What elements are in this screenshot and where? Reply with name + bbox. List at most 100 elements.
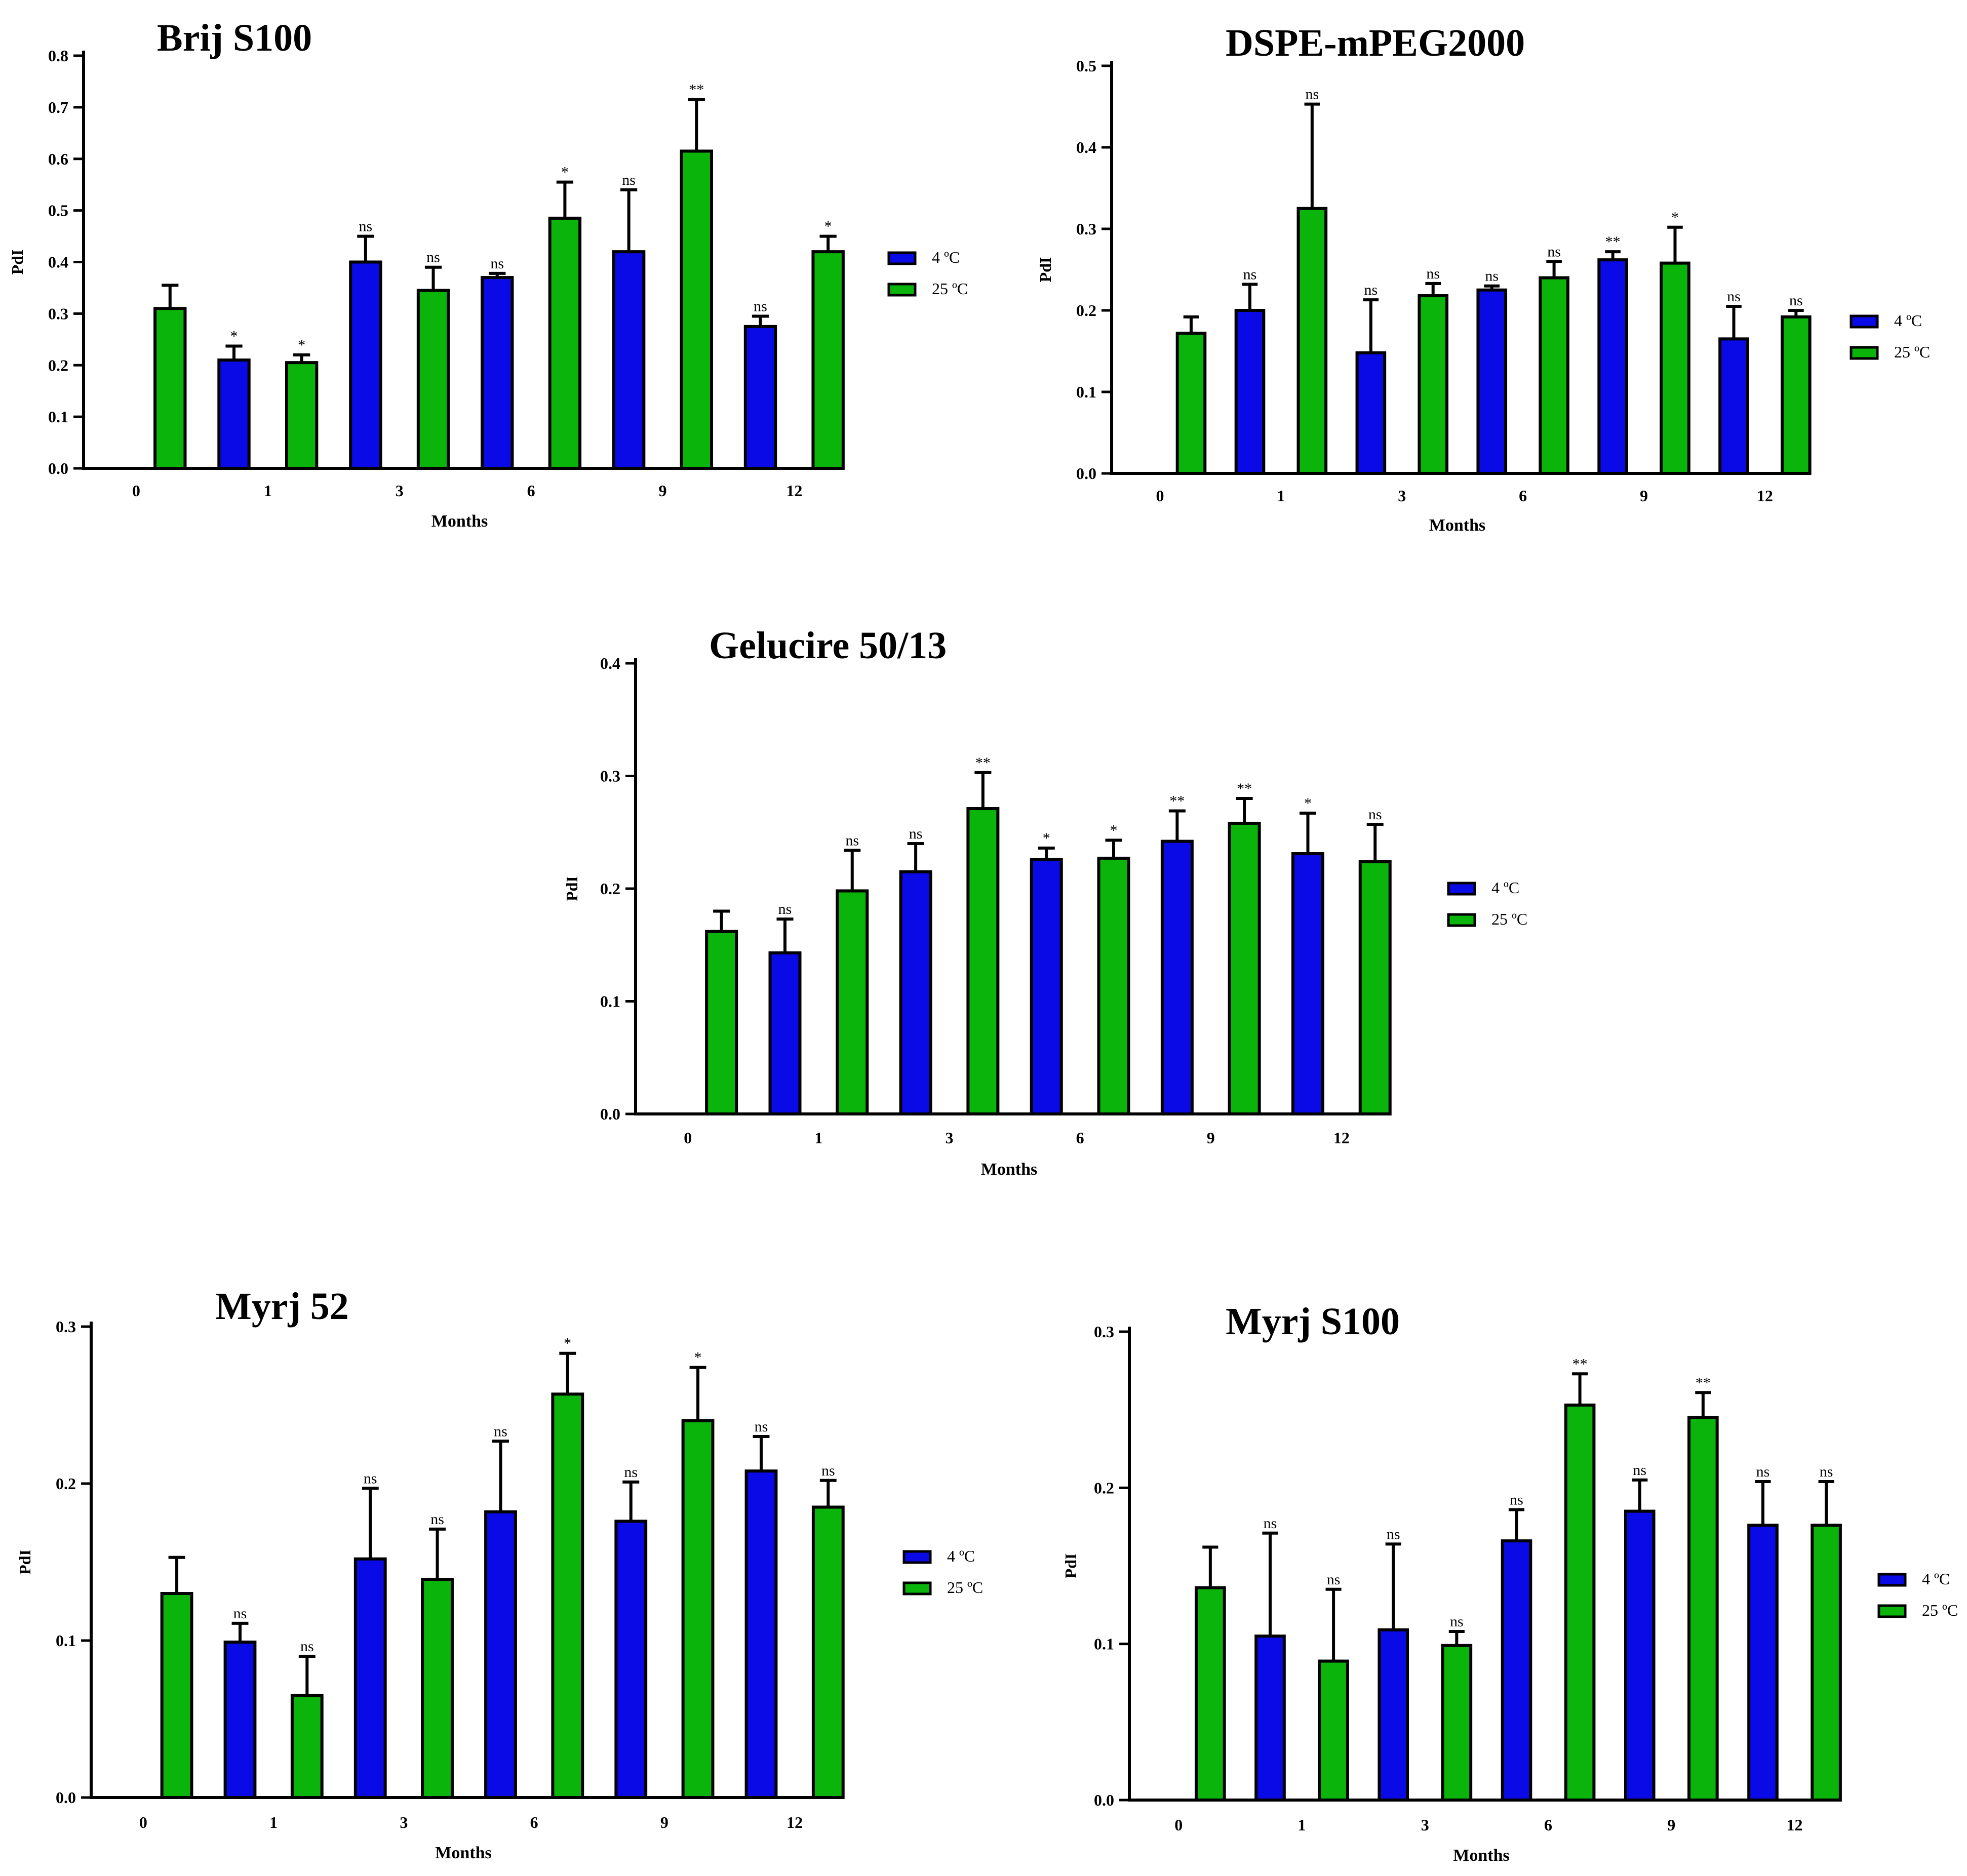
y-tick-label: 0.5 [48,202,68,220]
bar-25-c-month-1 [290,1694,324,1799]
bar-4-c-month-12 [1747,1524,1779,1802]
significance-label: ns [1510,1492,1523,1508]
y-tick-label: 0.0 [1094,1791,1114,1809]
x-tick-label: 0 [1174,1816,1183,1834]
y-tick-label: 0.4 [600,654,620,672]
significance-label: ns [490,255,504,272]
significance-label: ns [300,1638,314,1655]
significance-label: ns [821,1462,835,1479]
x-tick-label: 1 [1277,487,1285,505]
y-axis-label: PdI [1061,1553,1080,1579]
legend-label-25-c: 25 ºC [932,280,968,298]
significance-label: ns [755,1418,768,1435]
x-tick-label: 0 [139,1813,147,1831]
y-tick-label: 0.2 [56,1474,76,1493]
x-axis-label: Months [981,1160,1037,1179]
bar-4-c-month-1 [1254,1634,1286,1802]
y-axis-label: PdI [16,1549,34,1575]
legend-label-25-c: 25 ºC [1894,343,1930,361]
significance-label: ns [1306,86,1319,103]
bar-25-c-month-1 [836,889,869,1115]
significance-label: ns [1727,288,1741,305]
significance-label: ns [426,249,440,266]
chart-myrj-52: Myrj 52 ns ns ns ns ns ns ns * * ns 0.0 0.1 0.2 0.3 0 1 3… [0,1261,1003,1873]
bar-25-c-month-12 [1811,1524,1842,1802]
significance-label: ns [1426,265,1440,282]
bar-25-c-month-9 [680,149,713,470]
x-tick-label: 1 [264,482,272,500]
y-tick-label: 0.4 [48,253,68,271]
significance-label: * [694,1349,702,1366]
bar-4-c-month-12 [743,325,777,470]
x-tick-label: 3 [1398,487,1406,505]
significance-label: ns [1485,268,1499,285]
bar-4-c-month-9 [1624,1509,1656,1802]
significance-label: * [298,337,305,353]
legend-swatch-25-c [1877,1604,1907,1618]
bar-25-c-month-9 [1687,1416,1719,1802]
significance-label: ns [845,832,859,849]
bar-4-c-month-9 [1160,840,1194,1115]
bar-4-c-month-6 [1030,858,1063,1115]
significance-label: ns [778,901,792,917]
bar-25-c-month-9 [1228,821,1261,1115]
x-tick-label: 9 [1640,487,1648,505]
x-axis-label: Months [1453,1846,1509,1865]
bar-25-c-month-3 [421,1578,454,1799]
significance-label: ns [1364,282,1378,298]
significance-label: ns [1820,1463,1833,1480]
bar-4-c-month-6 [1476,288,1508,475]
significance-label: * [1110,822,1118,839]
chart-brij-s100: Brij S100 * ns ns ns ns * ns * ** * 0.0 0.1 0.2 0.3 0.4… [0,0,982,552]
significance-label: ns [1387,1526,1400,1542]
chart-title: Gelucire 50/13 [709,624,947,667]
chart-title: Brij S100 [157,17,312,59]
y-tick-label: 0.0 [1076,464,1096,483]
x-tick-label: 9 [1667,1816,1675,1834]
y-tick-label: 0.1 [1076,383,1096,401]
x-tick-label: 6 [1076,1129,1084,1147]
x-tick-label: 12 [1787,1816,1803,1834]
legend-label-25-c: 25 ºC [1491,910,1527,928]
legend-label-25-c: 25 ºC [1922,1601,1958,1619]
bar-25-c-month-12 [1781,315,1812,475]
significance-label: ns [1243,266,1257,283]
legend-label-4-c: 4 ºC [947,1547,975,1565]
x-tick-label: 9 [660,1813,668,1831]
legend-label-4-c: 4 ºC [932,248,960,266]
y-tick-label: 0.0 [48,459,68,477]
significance-label: * [564,1335,571,1352]
chart-svg: Brij S100*nsnsnsns*ns****0.00.10.20.30.4… [8,17,968,531]
legend-swatch-25-c [1850,346,1879,360]
x-tick-label: 0 [684,1129,692,1147]
bar-25-c-month-9 [1660,261,1690,475]
chart-gelucire-50-13: Gelucire 50/13 ns ns * ** * ns ** * ** ns 0.0 0.1 0.2… [537,608,1575,1205]
y-tick-label: 0.3 [1076,220,1096,238]
x-tick-label: 6 [1519,487,1527,505]
y-tick-label: 0.3 [600,767,620,785]
x-tick-label: 12 [1757,487,1773,505]
x-tick-label: 0 [1156,487,1164,505]
y-tick-label: 0.3 [1094,1323,1114,1341]
legend-label-4-c: 4 ºC [1894,311,1922,330]
bar-4-c-month-6 [1501,1539,1532,1802]
legend-swatch-25-c [1447,913,1476,927]
significance-label: ns [909,825,923,842]
chart-dspe-mpeg2000: DSPE-mPEG2000 ns ns ns ** ns ns ns ns * ns 0.0 0.1 0.… [1003,0,1965,552]
chart-svg: Myrj 52 ns ns ns ns ns ns ns * * ns 0.0 0.1 0.2 0.3 0 1 3… [16,1285,983,1862]
bar-4-c-month-6 [484,1510,517,1799]
bar-4-c-month-3 [1355,351,1387,475]
x-tick-label: 6 [527,482,535,500]
bar-4-c-month-1 [223,1641,257,1799]
x-tick-label: 12 [1333,1129,1350,1147]
significance-label: * [1671,209,1679,226]
bar-25-c-month-1 [1318,1659,1349,1802]
bar-25-c-month-12 [811,250,845,470]
bar-25-c-month-6 [1539,276,1569,475]
chart-title: DSPE-mPEG2000 [1226,22,1525,64]
bar-4-c-month-9 [614,1520,648,1799]
bar-4-c-month-9 [1597,258,1628,475]
chart-myrj-s100: Myrj S100 ns ns ns ns ns ns ns ** ** ns 0.0 0.1 0.2 0.… [1013,1271,1965,1873]
y-tick-label: 0.3 [56,1318,76,1336]
legend-label-25-c: 25 ºC [947,1578,983,1596]
